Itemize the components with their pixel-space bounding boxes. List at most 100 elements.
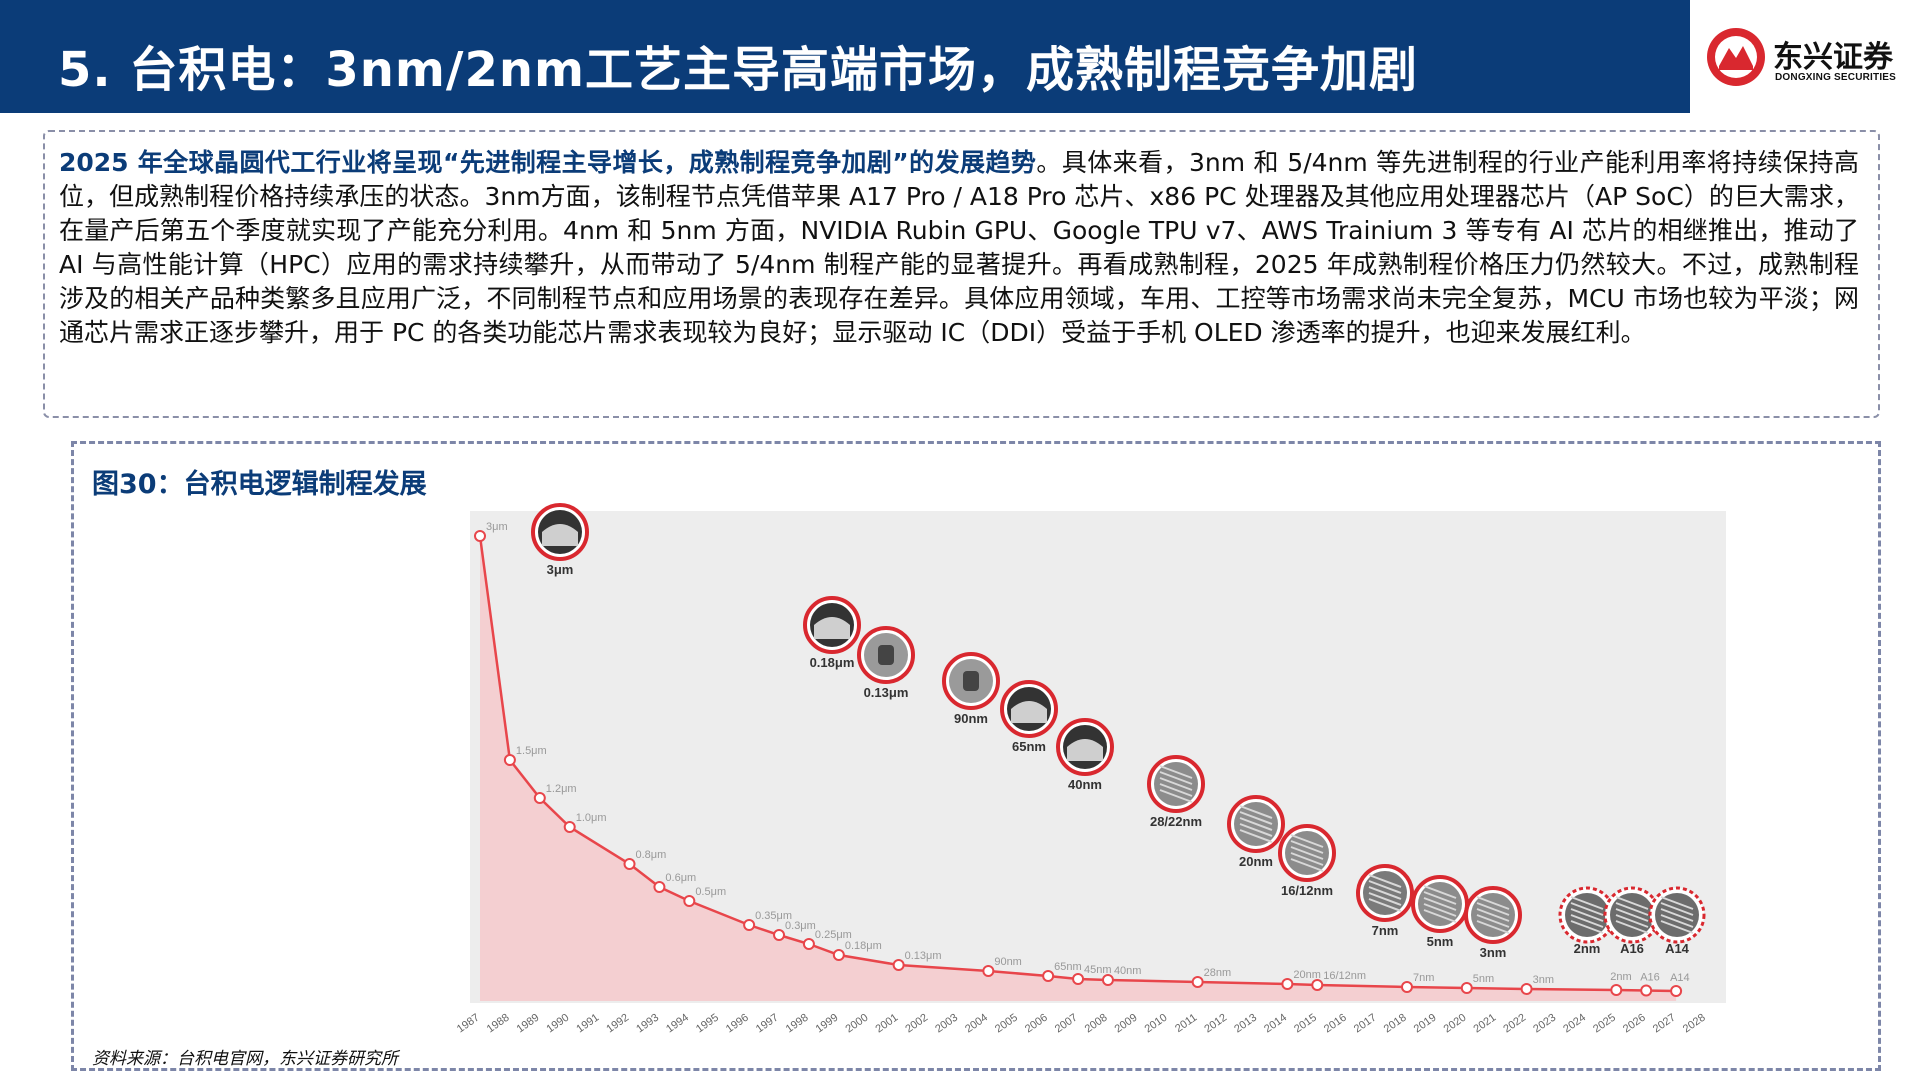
x-tick-label: 2002 (903, 1012, 930, 1036)
data-point (1072, 973, 1085, 985)
data-label: 0.13μm (905, 950, 942, 962)
data-label: 0.35μm (755, 910, 792, 922)
node-badge-label: 5nm (1427, 934, 1454, 949)
node-badge-label: 7nm (1372, 923, 1399, 938)
node-badge-texture (1570, 896, 1604, 910)
x-tick-label: 1991 (574, 1012, 601, 1036)
node-badge-texture (1159, 789, 1193, 803)
data-label: 0.8μm (636, 849, 667, 861)
data-label: 90nm (994, 956, 1022, 968)
node-badge-texture (1368, 886, 1402, 900)
node-badge-texture (1159, 765, 1193, 779)
area-fill (480, 536, 1677, 1001)
data-point (653, 881, 666, 893)
data-label: 28nm (1204, 967, 1232, 979)
data-label: 3μm (486, 521, 508, 533)
x-tick-label: 1988 (485, 1012, 512, 1036)
logo-mark-icon (1707, 28, 1765, 86)
data-point (1640, 984, 1653, 997)
x-tick-label: 2017 (1352, 1012, 1379, 1036)
node-badge-texture (1239, 823, 1273, 837)
x-tick-label: 2004 (963, 1012, 990, 1036)
node-badge-label: A14 (1665, 941, 1690, 956)
x-tick-label: 1989 (515, 1012, 542, 1036)
node-badge-label: 3nm (1480, 945, 1507, 960)
data-point (802, 938, 815, 950)
data-label: 1.2μm (546, 783, 577, 795)
x-tick-label: 2022 (1501, 1012, 1528, 1036)
node-badge-texture (1660, 908, 1694, 922)
node-badge-texture (1615, 914, 1649, 928)
x-tick-label: 1992 (604, 1012, 631, 1036)
node-badge-texture (1290, 852, 1324, 866)
node-badge-texture (1570, 914, 1604, 928)
node-badge-texture (1615, 920, 1649, 934)
logo-text-en: DONGXING SECURITIES (1775, 72, 1897, 83)
summary-highlight: 2025 年全球晶圆代工行业将呈现“先进制程主导增长，成熟制程竞争加剧”的发展趋… (59, 148, 1037, 177)
node-badge-texture (1476, 920, 1510, 934)
x-tick-label: 2001 (873, 1012, 900, 1036)
x-tick-label: 2009 (1113, 1012, 1140, 1036)
x-tick-label: 2014 (1262, 1012, 1289, 1036)
node-badge-texture (1423, 897, 1457, 911)
x-tick-label: 2000 (844, 1012, 871, 1036)
data-label: 0.18μm (845, 940, 882, 952)
node-badge-texture (1660, 902, 1694, 916)
data-label: 0.25μm (815, 929, 852, 941)
title-bar: 5. 台积电：3nm/2nm工艺主导高端市场，成熟制程竞争加剧 (0, 0, 1690, 113)
x-tick-label: 1995 (694, 1012, 721, 1036)
data-point (1520, 983, 1533, 995)
figure-source: 资料来源：台积电官网，东兴证券研究所 (92, 1049, 398, 1069)
figure-box: 图30：台积电逻辑制程发展 3μm 1.5μm 1.2μm 1.0μm 0.8μm 0.6… (71, 441, 1881, 1071)
x-tick-label: 1997 (754, 1012, 781, 1036)
data-label: A16 (1640, 972, 1660, 984)
x-tick-label: 2013 (1232, 1012, 1259, 1036)
company-logo: 东兴证券 DONGXING SECURITIES (1705, 26, 1905, 90)
data-point (773, 929, 786, 941)
logo-text-cn: 东兴证券 (1773, 40, 1893, 75)
node-badge-texture (1159, 783, 1193, 797)
node-badge-texture (1368, 874, 1402, 888)
data-label: 16/12nm (1323, 970, 1366, 982)
data-point (503, 754, 516, 766)
node-badge-label: 16/12nm (1281, 883, 1333, 898)
node-badge-label: 90nm (954, 711, 988, 726)
node-badge-texture (1660, 920, 1694, 934)
node-badge-texture (1423, 903, 1457, 917)
data-label: 2nm (1610, 971, 1631, 983)
data-point (1311, 979, 1324, 991)
node-badge-texture (1615, 908, 1649, 922)
data-point (1460, 982, 1473, 994)
node-badge-texture (1660, 914, 1694, 928)
data-point (474, 530, 486, 542)
x-tick-label: 2026 (1621, 1012, 1648, 1036)
node-badge-label: 2nm (1574, 941, 1601, 956)
data-point (1610, 984, 1623, 996)
data-point (743, 919, 756, 931)
x-tick-label: 2018 (1382, 1012, 1409, 1036)
node-badge-texture (1239, 817, 1273, 831)
data-point (533, 792, 546, 804)
node-badge-texture (1067, 739, 1103, 761)
node-badge-texture (542, 524, 578, 546)
node-badge-label: 20nm (1239, 854, 1273, 869)
data-label: 5nm (1473, 973, 1494, 985)
data-label: 65nm (1054, 961, 1082, 973)
node-badge-texture (1239, 805, 1273, 819)
node-badge-texture (1615, 896, 1649, 910)
x-tick-label: 1998 (784, 1012, 811, 1036)
x-tick-label: 2011 (1173, 1012, 1199, 1035)
node-badge-texture (1476, 896, 1510, 910)
process-node-chart: 3μm1.5μm1.2μm1.0μm0.8μm0.6μm0.5μm0.35μm0… (455, 503, 1726, 1036)
data-point (982, 965, 995, 977)
figure-title: 图30：台积电逻辑制程发展 (92, 469, 427, 500)
x-tick-label: 2019 (1412, 1012, 1439, 1036)
data-label: 1.5μm (516, 745, 547, 757)
x-tick-label: 1987 (455, 1012, 482, 1036)
data-label: 0.5μm (695, 886, 726, 898)
node-badge-label: 3μm (547, 562, 574, 577)
data-point (1670, 985, 1683, 997)
data-label: 0.6μm (665, 872, 696, 884)
data-label: 40nm (1114, 965, 1142, 977)
x-tick-label: 2012 (1202, 1012, 1229, 1036)
